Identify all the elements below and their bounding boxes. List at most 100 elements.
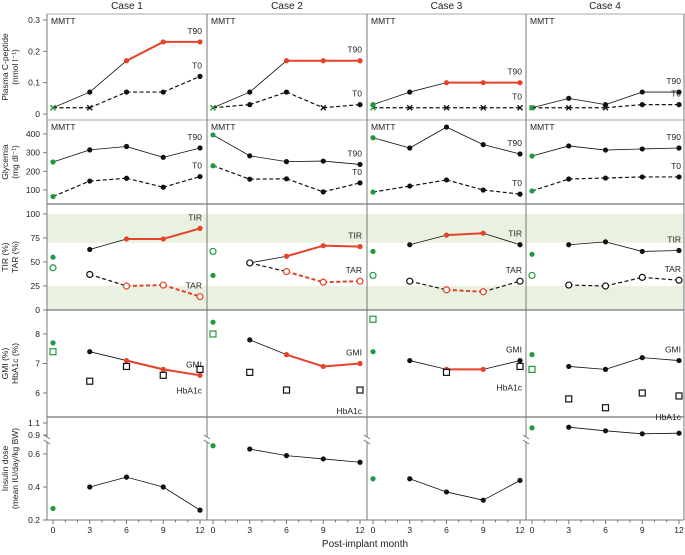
data-point-open — [407, 278, 413, 284]
x-tick-label: 12 — [674, 525, 684, 535]
data-point — [370, 476, 375, 481]
series-segment — [606, 105, 643, 108]
data-point — [50, 255, 55, 260]
data-point-square — [639, 390, 645, 396]
series-label: T90 — [347, 45, 362, 55]
data-point — [481, 142, 486, 147]
panel-label: MMTT — [371, 16, 396, 26]
x-tick-label: 0 — [530, 525, 535, 535]
data-point — [247, 337, 252, 342]
data-point — [370, 189, 375, 194]
series-label: T90 — [347, 148, 362, 158]
data-point — [566, 425, 571, 430]
data-point-square — [247, 369, 253, 375]
x-tick-label: 6 — [444, 525, 449, 535]
y-axis-label: (nmol l⁻¹) — [10, 49, 20, 85]
series-segment — [53, 92, 90, 108]
series-segment — [250, 61, 287, 92]
series-segment — [642, 433, 679, 434]
data-point — [50, 159, 55, 164]
case-title: Case 3 — [431, 1, 463, 12]
data-point — [321, 243, 326, 248]
series-segment — [250, 256, 287, 263]
data-point-square — [210, 331, 216, 337]
series-label: T90 — [187, 26, 202, 36]
data-point — [566, 242, 571, 247]
y-tick-label: 0.9 — [28, 430, 40, 440]
series-segment — [447, 180, 484, 190]
data-point — [197, 39, 202, 44]
series-segment — [483, 190, 520, 194]
data-point — [357, 180, 362, 185]
series-label: TAR — [506, 265, 522, 275]
y-axis-label: (mg dl⁻¹) — [10, 145, 20, 179]
data-point — [517, 80, 522, 85]
series-segment — [569, 178, 606, 179]
x-tick-label: 3 — [247, 525, 252, 535]
data-point — [517, 151, 522, 156]
data-point — [124, 176, 129, 181]
series-segment — [163, 177, 200, 188]
data-point — [210, 273, 215, 278]
data-point — [87, 178, 92, 183]
series-segment — [287, 272, 324, 283]
series-label: T90 — [507, 67, 522, 77]
data-point-square — [87, 378, 93, 384]
data-point-square — [529, 366, 535, 372]
series-segment — [163, 369, 200, 375]
data-point — [284, 58, 289, 63]
data-point — [407, 183, 412, 188]
series-segment — [127, 285, 164, 286]
series-segment — [127, 178, 164, 187]
y-tick-label: 0.1 — [28, 78, 40, 88]
series-label: T90 — [666, 132, 681, 142]
data-point — [517, 192, 522, 197]
series-segment — [606, 431, 643, 434]
series-segment — [410, 83, 447, 92]
series-label: TIR — [188, 212, 202, 222]
series-segment — [410, 479, 447, 492]
series-segment — [90, 477, 127, 487]
data-point — [197, 226, 202, 231]
series-segment — [213, 92, 250, 108]
data-point — [161, 367, 166, 372]
y-axis-label: Insulin dose — [0, 446, 10, 492]
data-point-open — [676, 277, 682, 283]
series-segment — [90, 61, 127, 92]
data-point — [529, 425, 534, 430]
data-point — [210, 443, 215, 448]
data-point-square — [160, 372, 166, 378]
axis-break-gap — [204, 437, 210, 442]
series-segment — [90, 352, 127, 361]
x-tick-label: 9 — [161, 525, 166, 535]
data-point — [676, 431, 681, 436]
panel-label: MMTT — [211, 122, 236, 132]
data-point — [517, 358, 522, 363]
series-segment — [410, 361, 447, 370]
data-point-open — [639, 274, 645, 280]
data-point — [370, 349, 375, 354]
x-tick-label: 12 — [355, 525, 365, 535]
data-point — [357, 102, 362, 107]
series-label: T0 — [192, 161, 202, 171]
data-point-open — [529, 272, 535, 278]
series-segment — [323, 459, 360, 462]
y-tick-label: 100 — [26, 185, 40, 195]
series-segment — [127, 477, 164, 487]
series-segment — [483, 361, 520, 370]
data-point — [481, 498, 486, 503]
data-point — [284, 176, 289, 181]
data-point — [640, 249, 645, 254]
data-point — [603, 428, 608, 433]
series-label: T0 — [352, 167, 362, 177]
y-axis-label: TIR (%) — [0, 242, 10, 271]
series-label: T0 — [512, 92, 522, 102]
series-segment — [90, 274, 127, 286]
series-segment — [90, 147, 127, 150]
data-point — [517, 242, 522, 247]
series-segment — [250, 92, 287, 105]
data-point — [124, 236, 129, 241]
series-segment — [163, 487, 200, 510]
series-segment — [127, 147, 164, 158]
